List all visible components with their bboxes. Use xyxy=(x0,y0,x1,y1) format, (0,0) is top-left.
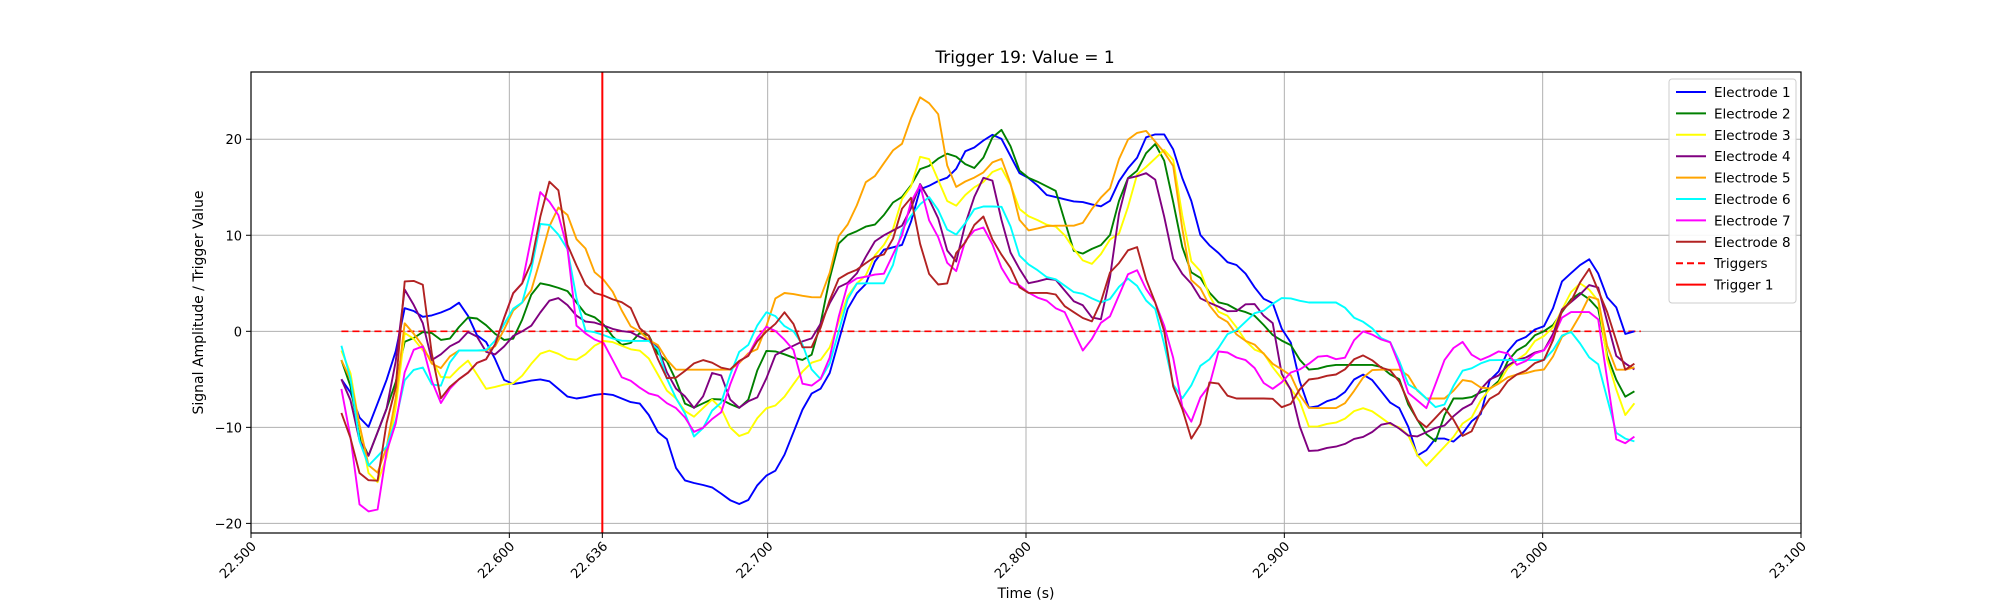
series-line-electrode-5 xyxy=(340,96,1635,474)
x-tick-label: 23.000 xyxy=(1509,539,1552,582)
legend-label: Trigger 1 xyxy=(1713,278,1773,294)
series-line-electrode-1 xyxy=(340,133,1635,505)
legend: Electrode 1 Electrode 2 Electrode 3 Electro… xyxy=(1668,78,1797,304)
chart-title: Trigger 19: Value = 1 xyxy=(934,48,1114,68)
legend-label: Electrode 6 xyxy=(1714,192,1791,208)
legend-label: Triggers xyxy=(1713,256,1768,272)
x-tick-label: 22.500 xyxy=(217,539,260,582)
y-tick-label: −20 xyxy=(215,517,242,532)
legend-label: Electrode 8 xyxy=(1714,235,1791,251)
legend-label: Electrode 3 xyxy=(1714,128,1791,144)
y-tick-label: 20 xyxy=(225,133,242,148)
x-tick-label: 22.800 xyxy=(992,539,1035,582)
legend-label: Electrode 4 xyxy=(1714,149,1791,165)
series-line-electrode-4 xyxy=(340,172,1635,457)
series-lines xyxy=(340,72,1641,533)
x-tick-label: 23.100 xyxy=(1767,539,1810,582)
x-tick-label: 22.900 xyxy=(1250,539,1293,582)
x-tick-label: 22.700 xyxy=(734,539,777,582)
y-tick-label: 10 xyxy=(225,229,242,244)
series-line-electrode-8 xyxy=(340,180,1635,482)
x-axis-label: Time (s) xyxy=(997,586,1055,600)
x-tick-label: 22.600 xyxy=(475,539,518,582)
legend-label: Electrode 1 xyxy=(1714,85,1791,101)
y-tick-label: −10 xyxy=(215,421,242,436)
series-line-electrode-3 xyxy=(340,148,1636,484)
legend-label: Electrode 5 xyxy=(1714,171,1791,187)
y-tick-label: 0 xyxy=(234,325,242,340)
y-axis-label: Signal Amplitude / Trigger Value xyxy=(191,191,207,415)
x-tick-label: 22.636 xyxy=(568,539,611,582)
series-line-electrode-7 xyxy=(340,184,1635,513)
legend-label: Electrode 2 xyxy=(1714,106,1791,122)
legend-label: Electrode 7 xyxy=(1714,213,1791,229)
series-line-electrode-6 xyxy=(340,196,1635,467)
